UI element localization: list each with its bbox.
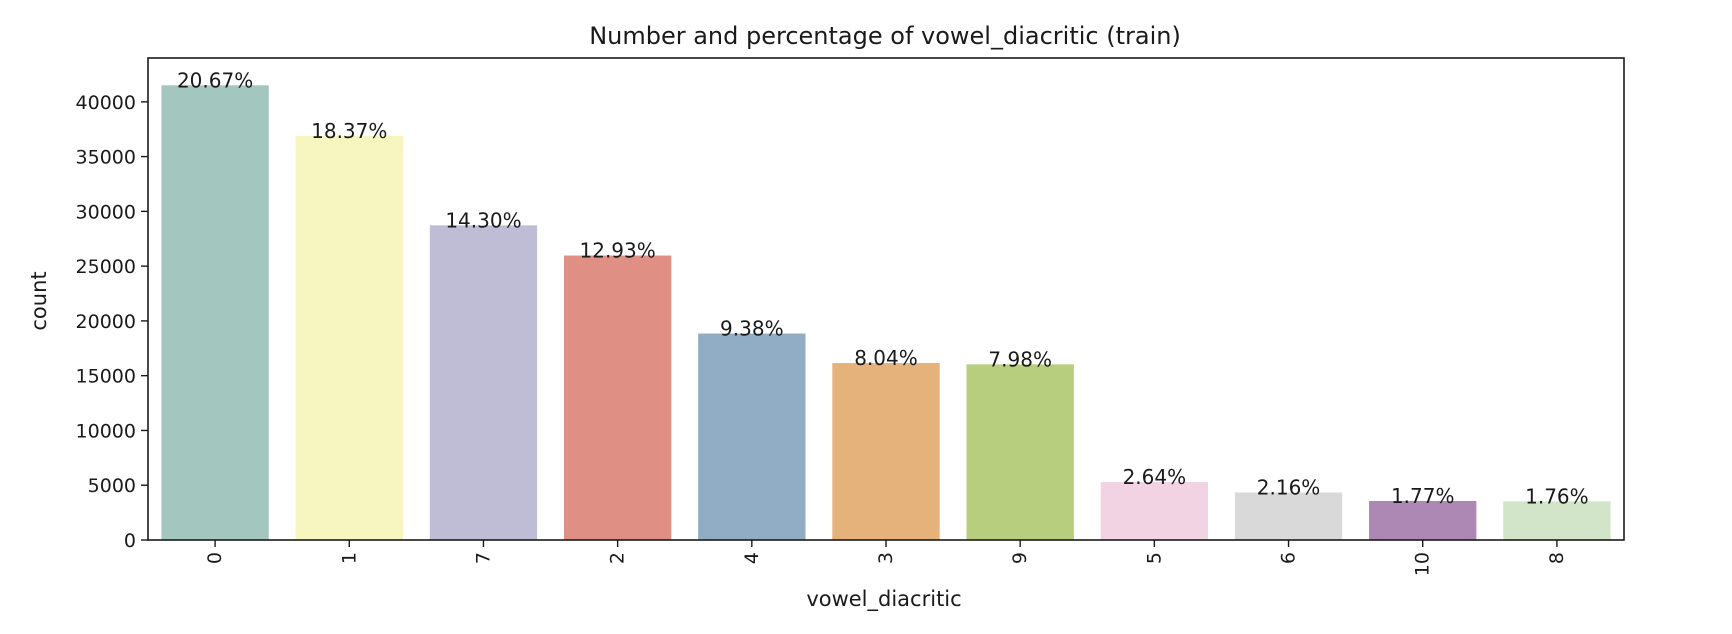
y-axis-label: count	[27, 271, 51, 330]
x-tick-label-1: 1	[338, 552, 360, 564]
bar-4	[698, 333, 806, 540]
x-tick-label-8: 8	[1546, 552, 1568, 564]
bar-9	[966, 364, 1074, 540]
x-axis: 0 1 7 2 4 3 9 5 6 10 8	[204, 540, 1568, 576]
y-tick-label: 20000	[76, 311, 136, 333]
y-tick-label: 15000	[76, 366, 136, 388]
y-tick-label: 0	[124, 530, 136, 552]
data-labels: 20.67% 18.37% 14.30% 12.93% 9.38% 8.04% 7.98% 2…	[177, 68, 1589, 508]
x-tick-label-2: 2	[607, 552, 629, 564]
data-label-0: 20.67%	[177, 68, 253, 92]
bars	[161, 85, 1611, 540]
y-tick-label: 35000	[76, 147, 136, 169]
x-tick-label-10: 10	[1412, 552, 1434, 576]
data-label-9: 7.98%	[988, 347, 1052, 371]
data-label-3: 8.04%	[854, 346, 918, 370]
y-tick-label: 10000	[76, 420, 136, 442]
bar-0	[161, 85, 269, 540]
bar-5	[1100, 481, 1209, 540]
x-tick-label-9: 9	[1009, 552, 1031, 564]
bar-6	[1234, 492, 1343, 540]
x-tick-label-4: 4	[741, 552, 763, 564]
bar-10	[1369, 500, 1477, 540]
data-label-6: 2.16%	[1257, 476, 1321, 500]
y-axis: 0 5000 10000 15000 20000 25000 30000 35000 40000	[76, 92, 148, 552]
data-label-1: 18.37%	[311, 119, 387, 143]
x-tick-label-0: 0	[204, 552, 226, 564]
data-label-5: 2.64%	[1123, 465, 1187, 489]
y-tick-label: 25000	[76, 256, 136, 278]
data-label-7: 14.30%	[445, 208, 521, 232]
y-tick-label: 40000	[76, 92, 136, 114]
bar-7	[429, 225, 538, 540]
x-axis-label: vowel_diacritic	[806, 587, 961, 612]
y-tick-label: 30000	[76, 201, 136, 223]
chart-title: Number and percentage of vowel_diacritic…	[589, 22, 1181, 50]
bar-3	[832, 363, 940, 540]
data-label-4: 9.38%	[720, 317, 784, 341]
data-label-2: 12.93%	[580, 239, 656, 263]
data-label-8: 1.76%	[1525, 484, 1589, 508]
data-label-10: 1.77%	[1391, 484, 1455, 508]
bar-1	[295, 135, 403, 540]
bar-8	[1503, 501, 1611, 540]
x-tick-label-6: 6	[1278, 552, 1300, 564]
y-tick-label: 5000	[88, 475, 136, 497]
x-tick-label-5: 5	[1143, 552, 1165, 564]
x-tick-label-3: 3	[875, 552, 897, 564]
plot-frame	[147, 57, 1625, 541]
x-tick-label-7: 7	[472, 552, 494, 564]
bar-2	[563, 255, 672, 540]
